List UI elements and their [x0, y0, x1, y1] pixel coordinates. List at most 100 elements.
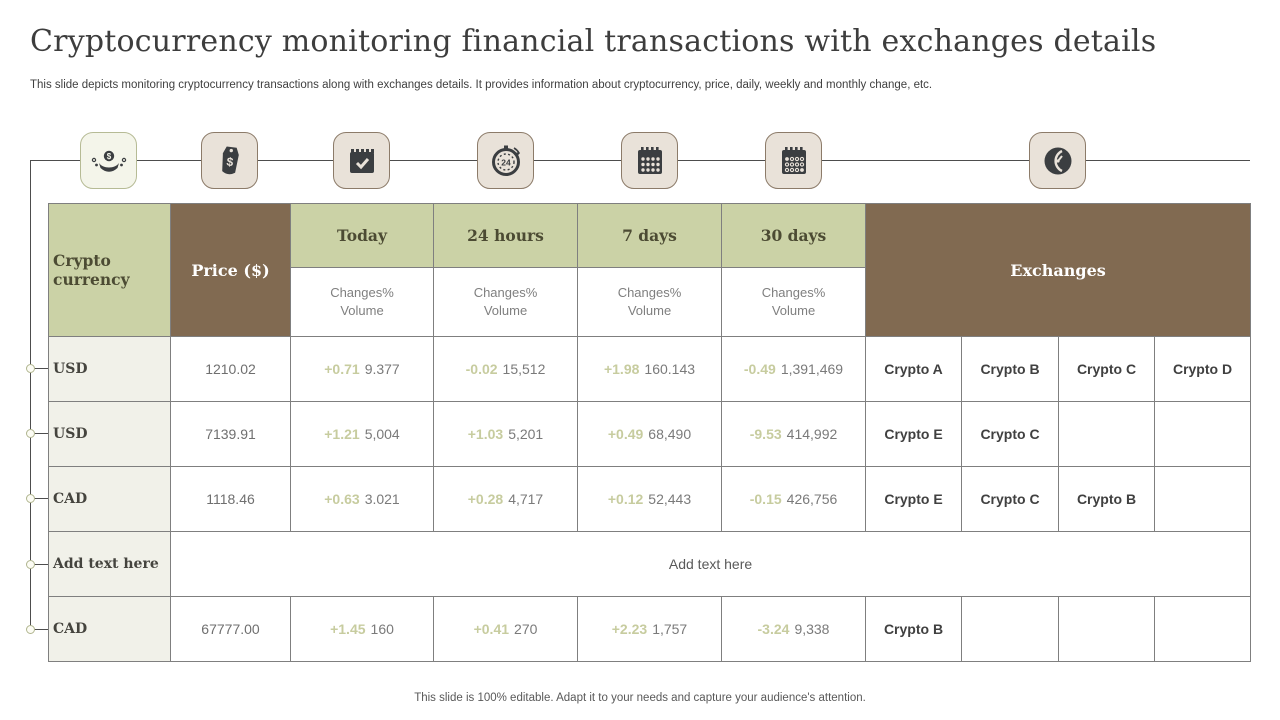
- change-value: +0.49: [607, 426, 644, 442]
- clock-icon: [1029, 132, 1086, 189]
- placeholder-cell[interactable]: Add text here: [169, 531, 1252, 597]
- svg-text:$: $: [225, 154, 234, 169]
- 24h-cell: +1.03 5,201: [433, 401, 578, 467]
- volume-value: 160: [370, 621, 394, 637]
- table-row: USD 1210.02 +0.71 9.377 -0.02 15,512 +1.98…: [48, 336, 1252, 402]
- calendar-week-icon: [621, 132, 678, 189]
- today-cell: +1.21 5,004: [290, 401, 434, 467]
- price-tag-icon: $: [201, 132, 258, 189]
- table-row: CAD 67777.00 +1.45 160 +0.41 270 +2.23 1,75…: [48, 596, 1252, 662]
- 30d-cell: -0.49 1,391,469: [721, 336, 866, 402]
- exchange-cell: Crypto B: [961, 336, 1059, 402]
- exchange-cell: Crypto B: [1058, 466, 1155, 532]
- volume-value: 9.377: [364, 361, 400, 377]
- volume-value: 1,391,469: [780, 361, 844, 377]
- row-node: [26, 429, 35, 438]
- subheader-volume: Volume: [627, 303, 672, 318]
- 30d-cell: -3.24 9,338: [721, 596, 866, 662]
- col-header-exchanges: Exchanges: [864, 203, 1252, 337]
- svg-text:$: $: [106, 152, 111, 161]
- col-header-crypto-currency: Crypto currency: [48, 203, 171, 337]
- row-tick: [34, 368, 48, 369]
- volume-value: 270: [514, 621, 538, 637]
- change-value: -0.49: [743, 361, 776, 377]
- volume-value: 9,338: [794, 621, 830, 637]
- today-cell: +0.71 9.377: [290, 336, 434, 402]
- change-value: +0.12: [607, 491, 644, 507]
- exchange-cell: Crypto C: [961, 401, 1059, 467]
- 7d-cell: +0.12 52,443: [577, 466, 722, 532]
- subheader-changes: Changes%: [473, 285, 538, 301]
- currency-cell: CAD: [48, 466, 171, 532]
- col-header-price: Price ($): [170, 203, 291, 337]
- col-header-24-hours: 24 hours: [433, 203, 578, 268]
- today-cell: +0.63 3.021: [290, 466, 434, 532]
- volume-value: 426,756: [786, 491, 838, 507]
- col-header-today: Today: [290, 203, 434, 268]
- table-row: USD 7139.91 +1.21 5,004 +1.03 5,201 +0.49 6…: [48, 401, 1252, 467]
- change-value: +0.41: [473, 621, 510, 637]
- volume-value: 52,443: [648, 491, 692, 507]
- row-connector-line: [30, 160, 31, 631]
- exchange-cell: [1153, 466, 1252, 532]
- exchange-cell: [1153, 401, 1252, 467]
- volume-value: 3.021: [364, 491, 400, 507]
- timer-24-icon: 24: [477, 132, 534, 189]
- row-node: [26, 494, 35, 503]
- subheader-changes-volume: Changes% Volume: [290, 267, 434, 337]
- exchange-cell: Crypto B: [865, 596, 962, 662]
- currency-cell: USD: [48, 401, 171, 467]
- editable-note: This slide is 100% editable. Adapt it to…: [414, 692, 866, 704]
- currency-cell-placeholder[interactable]: Add text here: [48, 531, 171, 597]
- volume-value: 5,201: [508, 426, 544, 442]
- volume-value: 1,757: [652, 621, 688, 637]
- subheader-volume: Volume: [483, 303, 528, 318]
- row-tick: [34, 433, 48, 434]
- 7d-cell: +0.49 68,490: [577, 401, 722, 467]
- change-value: +0.71: [324, 361, 360, 377]
- change-value: +1.98: [603, 361, 640, 377]
- row-tick: [34, 564, 48, 565]
- 24h-cell: +0.28 4,717: [433, 466, 578, 532]
- currency-cell: CAD: [48, 596, 171, 662]
- change-value: -0.02: [465, 361, 498, 377]
- exchange-cell: Crypto E: [865, 466, 962, 532]
- volume-value: 160.143: [644, 361, 696, 377]
- subheader-changes: Changes%: [330, 285, 394, 301]
- price-cell: 1118.46: [170, 466, 291, 532]
- table-row: CAD 1118.46 +0.63 3.021 +0.28 4,717 +0.12 5…: [48, 466, 1252, 532]
- row-node: [26, 364, 35, 373]
- change-value: +1.45: [330, 621, 366, 637]
- 7d-cell: +1.98 160.143: [577, 336, 722, 402]
- col-header-7-days: 7 days: [577, 203, 722, 268]
- exchange-cell: [1058, 596, 1155, 662]
- price-cell: 7139.91: [170, 401, 291, 467]
- change-value: +0.28: [467, 491, 504, 507]
- col-header-30-days: 30 days: [721, 203, 866, 268]
- currency-cell: USD: [48, 336, 171, 402]
- 7d-cell: +2.23 1,757: [577, 596, 722, 662]
- exchange-cell: Crypto C: [961, 466, 1059, 532]
- change-value: +2.23: [611, 621, 648, 637]
- volume-value: 5,004: [364, 426, 400, 442]
- subheader-volume: Volume: [340, 303, 384, 318]
- exchange-cell: [1058, 401, 1155, 467]
- table-row: Add text here Add text here: [48, 531, 1252, 597]
- calendar-month-icon: [765, 132, 822, 189]
- change-value: -3.24: [757, 621, 790, 637]
- money-hand-icon: $: [80, 132, 137, 189]
- 24h-cell: -0.02 15,512: [433, 336, 578, 402]
- row-node: [26, 560, 35, 569]
- exchange-cell: Crypto C: [1058, 336, 1155, 402]
- slide-subtitle: This slide depicts monitoring cryptocurr…: [30, 79, 933, 91]
- exchange-cell: [1153, 596, 1252, 662]
- crypto-table: Crypto currency Price ($) Today 24 hours…: [48, 203, 1252, 662]
- subheader-changes: Changes%: [617, 285, 682, 301]
- volume-value: 414,992: [786, 426, 838, 442]
- subheader-changes: Changes%: [761, 285, 826, 301]
- change-value: -9.53: [749, 426, 782, 442]
- 24h-cell: +0.41 270: [433, 596, 578, 662]
- volume-value: 68,490: [648, 426, 692, 442]
- subheader-changes-volume: Changes% Volume: [433, 267, 578, 337]
